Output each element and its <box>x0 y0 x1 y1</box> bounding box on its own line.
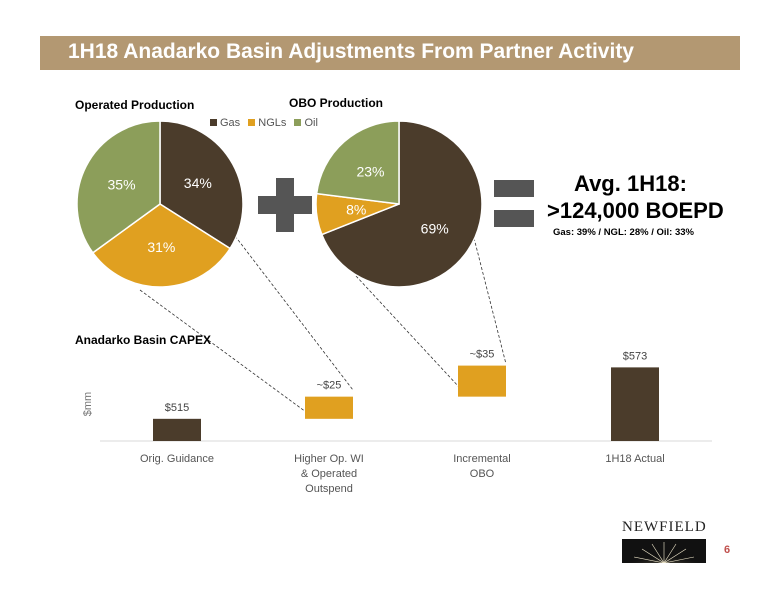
legend-item-ngls: NGLs <box>248 117 286 129</box>
pie-slice-oil <box>76 120 161 254</box>
legend-swatch-ngls <box>248 119 256 126</box>
newfield-logo: NEWFIELD <box>622 519 706 563</box>
pie-slice-label: 23% <box>356 164 384 180</box>
page-number: 6 <box>724 544 731 556</box>
category-label-higher-op-wi: Higher Op. WI & Operated Outspend <box>269 452 389 497</box>
logo-sunburst <box>622 539 706 563</box>
title-banner: 1H18 Anadarko Basin Adjustments From Par… <box>40 36 740 70</box>
pie-slice-label: 35% <box>108 176 136 192</box>
capex-bar-data-label: ~$25 <box>317 380 342 392</box>
legend-label-oil: Oil <box>304 117 318 129</box>
category-label-line: Incremental <box>453 453 511 465</box>
obo-pie: 69% 8% 23% <box>315 120 483 288</box>
pie-slice-label: 34% <box>184 175 212 191</box>
capex-bar-data-label: $573 <box>623 350 647 362</box>
category-label-line: & Operated <box>300 468 358 480</box>
legend-item-oil: Oil <box>294 117 318 129</box>
capex-bar <box>458 365 506 397</box>
summary-value: >124,000 BOEPD <box>547 198 724 223</box>
category-label-line: OBO <box>469 468 495 480</box>
legend-item-gas: Gas <box>210 117 240 129</box>
y-axis-label: $mm <box>82 392 94 416</box>
equals-icon <box>494 180 534 227</box>
capex-bar <box>305 396 353 419</box>
slide-title: 1H18 Anadarko Basin Adjustments From Par… <box>68 40 634 63</box>
operated-pie-title: Operated Production <box>75 98 195 112</box>
category-label-line: Higher Op. WI <box>294 453 364 465</box>
summary-title: Avg. 1H18: <box>574 171 687 196</box>
category-label-1h18-actual: 1H18 Actual <box>575 452 695 467</box>
pie-slice-ngls <box>91 203 232 288</box>
category-label-line: Outspend <box>305 483 353 495</box>
connector-line-operated-right <box>231 231 354 391</box>
capex-bar <box>153 418 201 441</box>
pie-slice-gas <box>320 120 483 288</box>
plus-icon <box>258 178 312 232</box>
legend-label-gas: Gas <box>220 117 241 129</box>
category-label-orig-guidance: Orig. Guidance <box>117 452 237 467</box>
connector-line-obo-right <box>473 237 507 365</box>
pie-slice-label: 69% <box>421 220 449 236</box>
connector-line-operated-left <box>139 289 307 413</box>
connector-line-obo-left <box>355 275 460 388</box>
capex-bar <box>611 367 659 441</box>
connector-lines <box>139 231 507 413</box>
operated-pie: 34% 31% 35% <box>76 120 244 288</box>
category-label-line: 1H18 Actual <box>605 453 665 465</box>
capex-bar-chart: $mm $515 ~$25 ~$35 $573 <box>82 349 712 442</box>
category-label-incremental-obo: Incremental OBO <box>422 452 542 482</box>
legend-label-ngls: NGLs <box>258 117 287 129</box>
summary-mix: Gas: 39% / NGL: 28% / Oil: 33% <box>553 227 694 238</box>
logo-text: NEWFIELD <box>622 519 707 535</box>
pie-legend: Gas NGLs Oil <box>210 117 323 129</box>
capex-bar-data-label: $515 <box>165 402 189 414</box>
obo-pie-title: OBO Production <box>289 96 383 110</box>
legend-swatch-oil <box>294 119 302 126</box>
category-label-line: Orig. Guidance <box>140 453 214 465</box>
pie-slice-label: 8% <box>346 201 366 217</box>
pie-slice-label: 31% <box>147 239 175 255</box>
legend-swatch-gas <box>210 119 217 126</box>
pie-slice-oil <box>315 120 400 205</box>
capex-bar-data-label: ~$35 <box>470 349 495 361</box>
sunburst-icon <box>624 542 704 563</box>
capex-chart-title: Anadarko Basin CAPEX <box>75 333 212 347</box>
